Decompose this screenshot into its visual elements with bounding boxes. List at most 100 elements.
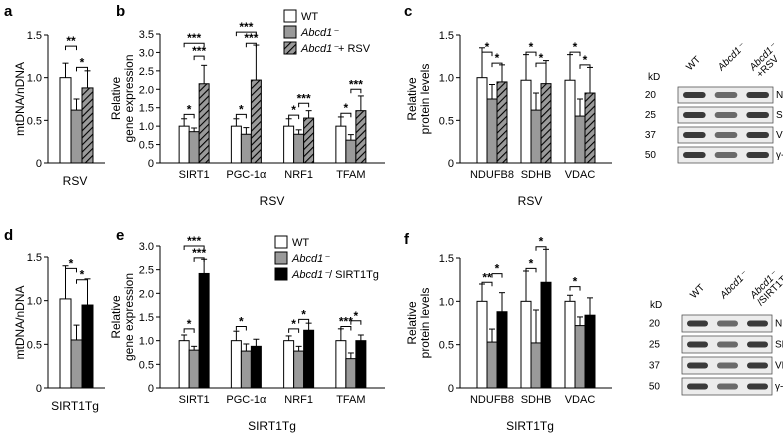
bar [335,340,347,389]
significance-bracket [235,31,257,37]
bar [335,125,347,164]
x-tick-label: SDHB [521,169,552,181]
x-tick-label: PGC-1α [226,394,267,406]
x-tick-label: SDHB [521,394,552,406]
x-tick-label: VDAC [565,169,596,181]
significance-bracket [525,51,537,57]
y-tick-label: 1.5 [139,312,154,324]
legend-entry: Abcd1⁻ [300,27,339,39]
band-label: NDUFB8 [775,319,783,330]
bar [355,110,367,164]
significance-bracket [235,113,247,119]
bar [476,300,488,389]
bar [496,81,508,164]
bar [540,83,552,164]
significance-bracket [245,42,257,48]
bar [250,79,262,164]
y-axis-label: Relativegene expression [109,54,136,142]
bar [230,340,242,389]
significance-bracket [183,42,205,48]
y-tick-label: 3.0 [139,241,154,253]
significance-label: * [301,307,306,321]
band-label: NDUFB8 [776,90,783,101]
significance-label: *** [192,44,206,58]
bar [355,340,367,389]
legend-entry: WT [292,237,309,249]
bar [250,345,262,389]
kd-marker: 25 [649,340,661,351]
significance-label: *** [192,246,206,260]
y-tick-label: 0.5 [439,115,454,127]
y-tick-label: 0.5 [439,340,454,352]
y-tick-label: 0.5 [139,359,154,371]
y-tick-label: 3.0 [139,47,154,59]
y-tick-label: 0 [148,383,154,395]
y-tick-label: 1.5 [439,30,454,42]
blot-band [747,341,768,348]
panel-letter: b [116,3,125,20]
significance-label: *** [239,20,253,34]
panel-letter: d [4,227,13,244]
significance-label: * [495,51,500,65]
y-tick-label: 2.5 [139,265,154,277]
chart-panel-e: e 0 0.5 1.0 1.5 2.0 2.5 3.0 Relativegene express… [109,227,385,433]
blot-band [687,362,708,369]
blot-band [746,112,769,118]
significance-bracket [76,279,88,284]
x-axis-label: RSV [63,174,88,188]
y-tick-label: 2.0 [139,288,154,300]
y-tick-label: 1.0 [139,336,154,348]
bar [293,350,305,389]
blot-band [717,341,738,348]
bar [345,358,357,389]
bar [574,115,586,164]
x-axis-label: SIRT1Tg [248,419,296,433]
bar [178,125,190,164]
bar [81,304,94,389]
significance-label: * [539,51,544,65]
y-tick-label: 0 [448,158,454,170]
bar [345,139,357,164]
western-blot-c: kD WT Abcd1⁻Abcd1⁻+RSV 20 NDUFB8 25 SDHB 37 VDAC… [645,41,783,164]
bar [303,117,315,164]
kd-marker: 50 [649,382,661,393]
bar [283,340,295,389]
significance-label: * [583,53,588,67]
lane-label-gene: Abcd1⁻ [718,269,751,302]
y-axis-label: Relativeprotein levels [405,288,432,359]
significance-bracket [491,62,503,68]
y-tick-label: 1.0 [439,73,454,85]
x-axis-label: SIRT1Tg [506,419,554,433]
y-axis-label: mtDNA/nDNA [13,62,27,136]
bar [70,109,83,164]
lane-label: Abcd1⁻+RSV [747,41,783,81]
x-tick-label: TFAM [336,169,365,181]
significance-bracket [535,246,547,251]
bar [486,98,498,164]
x-tick-label: PGC-1α [226,169,267,181]
y-tick-label: 1.5 [27,252,42,264]
blot-band [683,92,706,98]
bar [486,341,498,389]
significance-bracket [183,328,195,333]
x-tick-label: NDUFB8 [470,169,514,181]
significance-label: * [291,317,296,331]
band-label: SDHB [775,340,783,351]
legend-swatch [283,9,297,23]
significance-label: * [69,256,74,270]
significance-bracket [350,320,362,325]
significance-bracket [65,267,77,273]
significance-label: * [239,102,244,116]
y-axis-label-line: protein levels [418,64,432,135]
kd-marker: 37 [649,361,661,372]
blot-band [683,152,706,158]
blot-band [746,132,769,138]
y-tick-label: 1.0 [27,296,42,308]
significance-label: ** [482,270,492,284]
significance-bracket [193,55,205,61]
significance-label: * [539,235,544,249]
band-label: VDAC [776,130,783,141]
panel-letter: e [116,227,124,244]
bar [476,77,488,164]
kd-marker: 20 [645,90,657,101]
